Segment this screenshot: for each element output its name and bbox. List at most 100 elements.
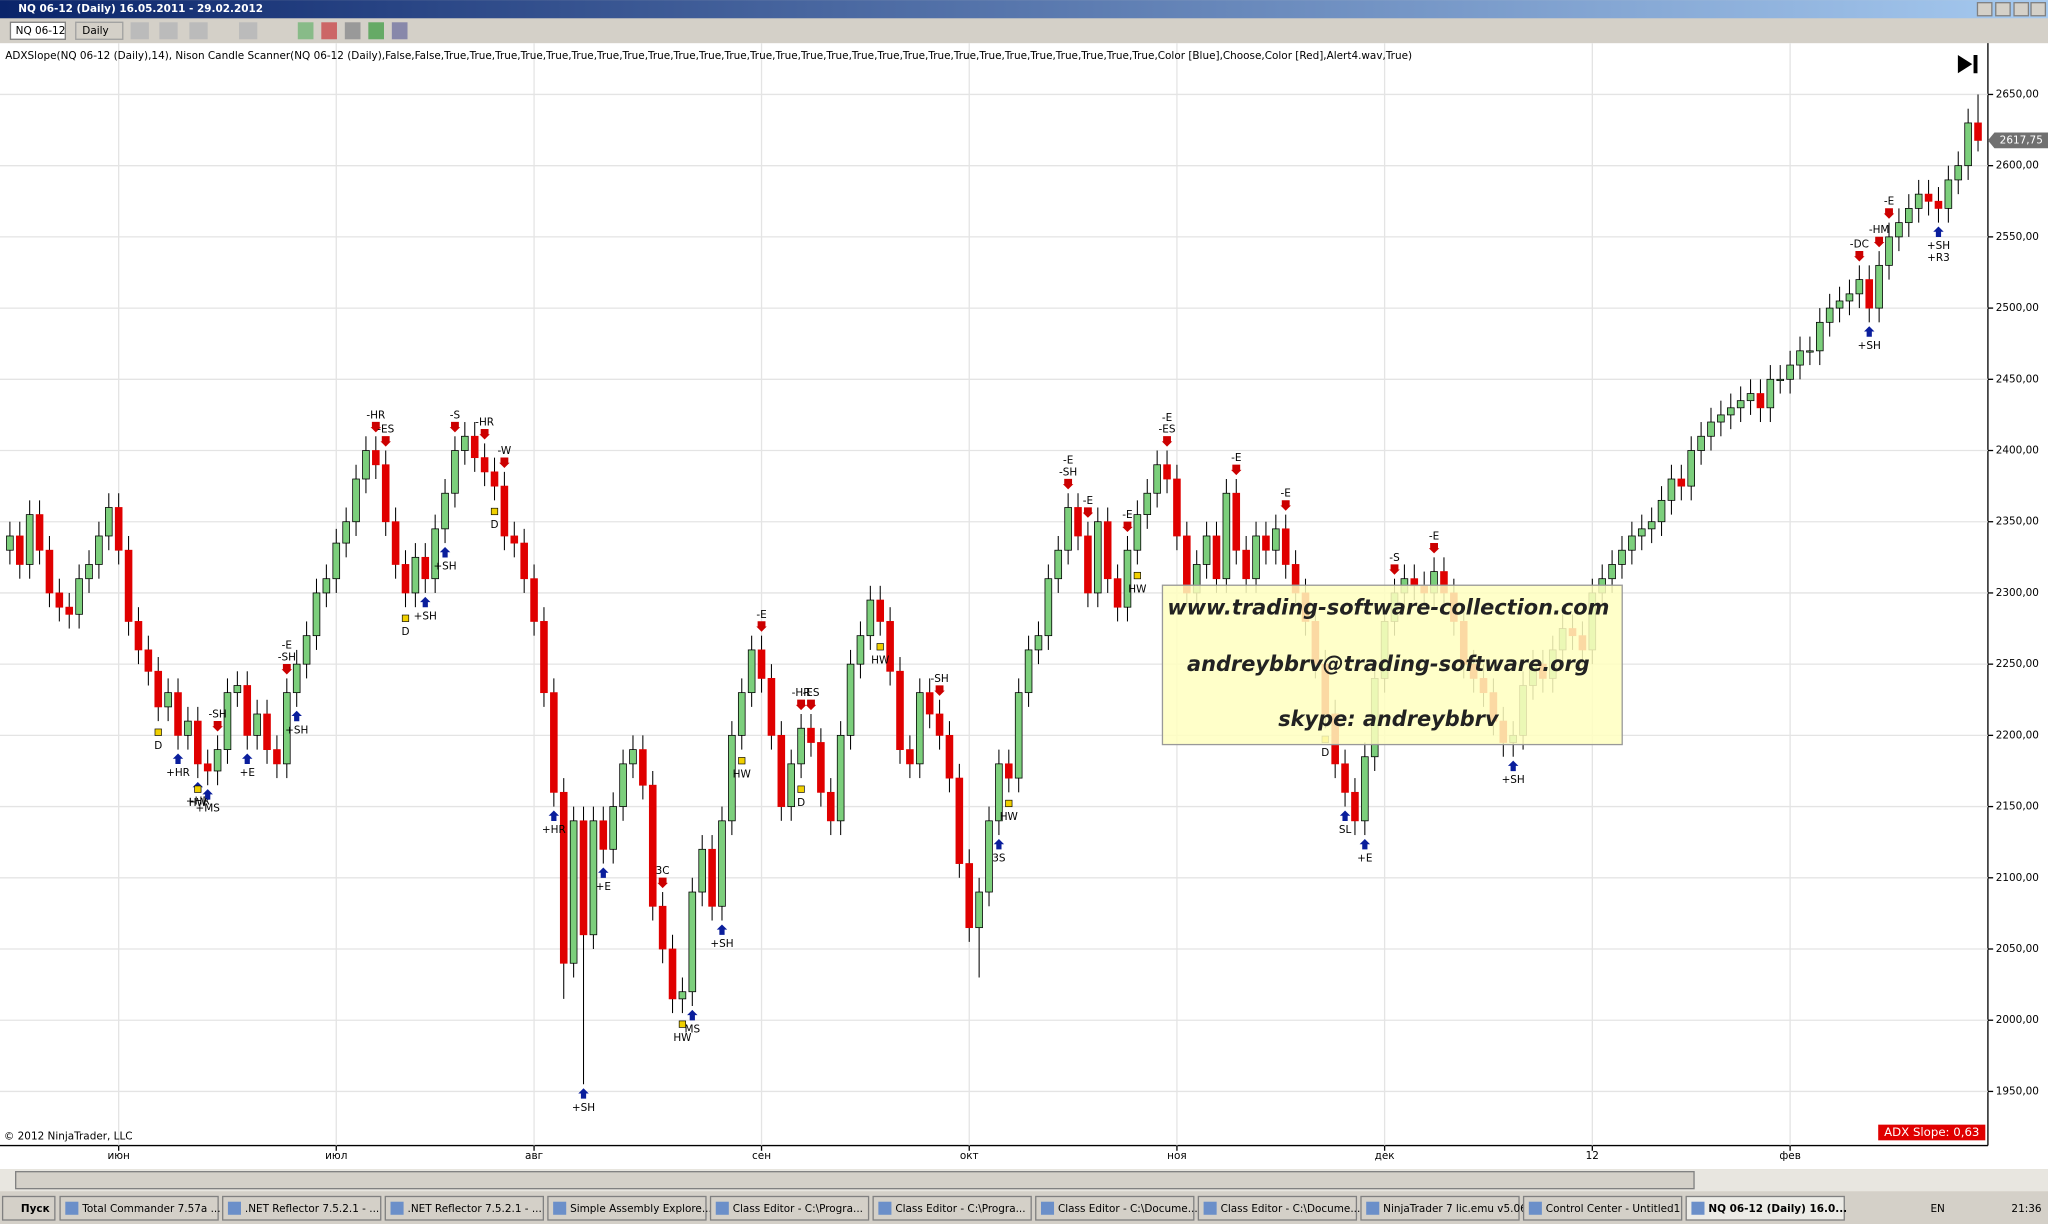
- start-label[interactable]: Пуск: [21, 1203, 50, 1215]
- task-label[interactable]: Class Editor - C:\Progra...: [895, 1203, 1025, 1215]
- task-button[interactable]: [384, 1195, 544, 1221]
- candle-body: [362, 450, 370, 480]
- candle-body: [688, 891, 697, 993]
- task-button[interactable]: [1035, 1195, 1195, 1221]
- y-tick-label: 2000,00: [1996, 1014, 2039, 1026]
- candle-body: [807, 727, 815, 743]
- task-icon[interactable]: [878, 1201, 892, 1215]
- scroll-end-button[interactable]: [1957, 54, 1978, 74]
- signal-label: -HM: [1869, 224, 1890, 236]
- task-label[interactable]: .NET Reflector 7.5.2.1 - ...: [245, 1203, 379, 1215]
- task-icon[interactable]: [390, 1201, 404, 1215]
- task-button[interactable]: [1522, 1195, 1683, 1221]
- icon[interactable]: [130, 22, 149, 40]
- task-icon[interactable]: [227, 1201, 241, 1215]
- task-label[interactable]: NQ 06-12 (Daily) 16.0...: [1708, 1203, 1847, 1215]
- icon[interactable]: [368, 22, 384, 40]
- icon[interactable]: [239, 22, 258, 40]
- task-label[interactable]: Total Commander 7.57a ...: [81, 1203, 220, 1215]
- candle-body: [273, 749, 281, 765]
- task-icon[interactable]: [1203, 1201, 1217, 1215]
- y-tick-label: 2300,00: [1996, 587, 2039, 599]
- icon[interactable]: [189, 22, 208, 40]
- instrument-box[interactable]: [9, 21, 66, 40]
- window-buttons[interactable]: [1976, 2, 2047, 17]
- candle-body: [332, 542, 341, 580]
- instrument[interactable]: NQ 06-12: [16, 25, 66, 37]
- button[interactable]: [1976, 2, 1993, 17]
- candle-body: [1054, 549, 1063, 580]
- y-tick-label: 2500,00: [1996, 302, 2039, 314]
- candle-body: [510, 535, 519, 544]
- candle-body: [134, 621, 143, 651]
- candle-body: [461, 435, 469, 451]
- icon[interactable]: [297, 22, 314, 40]
- candle-body: [1361, 756, 1369, 822]
- task-label[interactable]: NinjaTrader 7 lic.emu v5.06: [1383, 1203, 1527, 1215]
- start-button[interactable]: [1, 1195, 56, 1221]
- toolbar-icons[interactable]: [130, 22, 408, 40]
- task-label[interactable]: Class Editor - C:\Docume...: [1058, 1203, 1198, 1215]
- signal-label: -HR: [366, 409, 385, 421]
- icon[interactable]: [159, 22, 178, 40]
- icon[interactable]: [391, 22, 408, 40]
- task-button[interactable]: [547, 1195, 707, 1221]
- task-icon[interactable]: [1691, 1201, 1705, 1215]
- copyright: © 2012 NinjaTrader, LLC: [4, 1130, 133, 1142]
- task-label[interactable]: Control Center - Untitled1: [1546, 1203, 1681, 1215]
- icon[interactable]: [321, 22, 337, 40]
- signal-label: +E: [596, 881, 611, 893]
- task-label[interactable]: Simple Assembly Explore...: [570, 1203, 712, 1215]
- task-button[interactable]: [1197, 1195, 1358, 1221]
- task-icon[interactable]: [553, 1201, 567, 1215]
- task-icon[interactable]: [1528, 1201, 1542, 1215]
- candle-body: [1766, 378, 1775, 409]
- task-button[interactable]: [1360, 1195, 1520, 1221]
- candle-body: [1954, 165, 1963, 181]
- signal-label: MS: [684, 1023, 700, 1035]
- task-button[interactable]: [59, 1195, 219, 1221]
- button[interactable]: [2013, 2, 2030, 17]
- icon[interactable]: [344, 22, 361, 40]
- candle-body: [1628, 535, 1636, 551]
- watermark-text: www.trading-software-collection.com: [1167, 596, 1609, 620]
- task-icon[interactable]: [1366, 1201, 1380, 1215]
- button[interactable]: [2030, 2, 2047, 17]
- period-box[interactable]: [75, 21, 124, 40]
- candle-body: [797, 727, 805, 765]
- task-label[interactable]: Class Editor - C:\Docume...: [1221, 1203, 1361, 1215]
- signal-label: -SH: [208, 708, 226, 720]
- button[interactable]: [1995, 2, 2011, 17]
- task-label[interactable]: Class Editor - C:\Progra...: [733, 1203, 863, 1215]
- candle-body: [698, 848, 706, 893]
- task-button[interactable]: [1685, 1195, 1845, 1221]
- candle-body: [648, 784, 657, 907]
- pattern-label: HW: [733, 768, 751, 780]
- task-button[interactable]: [222, 1195, 382, 1221]
- candle-body: [915, 692, 924, 765]
- candle-body: [1756, 393, 1765, 409]
- candle-body: [35, 514, 44, 551]
- task-button[interactable]: [709, 1195, 870, 1221]
- watermark-text: skype: andreybbrv: [1278, 707, 1500, 731]
- candle-body: [114, 507, 123, 551]
- task-label[interactable]: .NET Reflector 7.5.2.1 - ...: [408, 1203, 542, 1215]
- task-icon[interactable]: [65, 1201, 79, 1215]
- y-tick-label: 2200,00: [1996, 729, 2039, 741]
- candle-body: [1934, 200, 1943, 209]
- scroll-thumb[interactable]: [15, 1171, 1695, 1190]
- candle-body: [1202, 535, 1211, 565]
- candle-body: [490, 471, 499, 487]
- task-icon[interactable]: [1040, 1201, 1055, 1215]
- candle-body: [737, 692, 746, 736]
- candle-body: [658, 905, 667, 950]
- pattern-label: HW: [1000, 811, 1018, 823]
- signal-label: +SH: [710, 938, 733, 950]
- task-button[interactable]: [872, 1195, 1032, 1221]
- candle-body: [1914, 193, 1923, 209]
- candle-body: [1281, 528, 1290, 565]
- task-icon[interactable]: [715, 1201, 729, 1215]
- signal-label: +SH: [1502, 774, 1525, 786]
- period[interactable]: Daily: [82, 25, 108, 37]
